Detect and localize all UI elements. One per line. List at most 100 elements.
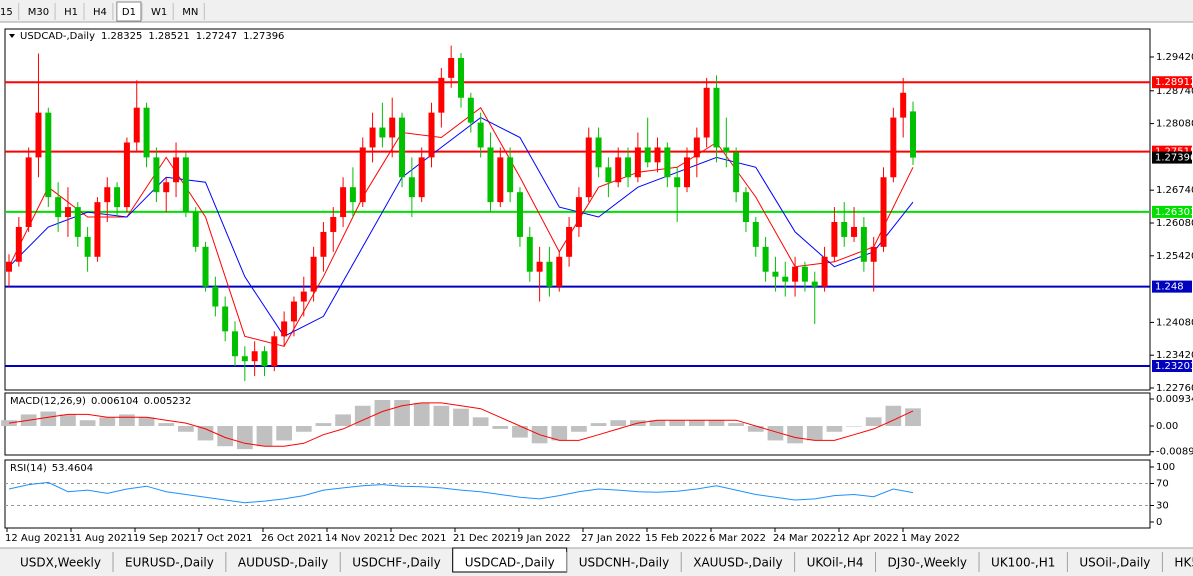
candle-body bbox=[438, 77, 445, 113]
symbol-tab[interactable]: DJ30-,Weekly bbox=[888, 556, 968, 570]
timeframe-button[interactable]: 15 bbox=[0, 7, 13, 18]
symbol-tab[interactable]: USDCHF-,Daily bbox=[352, 556, 440, 570]
level-label: 1.23203 bbox=[1155, 361, 1193, 372]
candle-body bbox=[123, 142, 130, 208]
symbol-tab[interactable]: EURUSD-,Daily bbox=[125, 556, 214, 570]
timeframe-button[interactable]: M30 bbox=[28, 7, 49, 18]
macd-bar bbox=[492, 425, 509, 429]
candle-body bbox=[860, 226, 867, 262]
symbol-tab[interactable]: USDCAD-,Daily bbox=[465, 556, 555, 570]
macd-bar bbox=[472, 417, 489, 426]
x-tick-label: 12 Apr 2022 bbox=[837, 533, 899, 544]
timeframe-button[interactable]: MN bbox=[182, 7, 198, 18]
macd-bar bbox=[747, 425, 764, 432]
y-tick-label: 0.009345 bbox=[1156, 394, 1193, 405]
level-label: 1.26303 bbox=[1155, 207, 1193, 218]
y-tick-label: 1.26080 bbox=[1156, 218, 1193, 229]
candle-body bbox=[114, 187, 121, 208]
candle-body bbox=[546, 261, 553, 287]
candle-body bbox=[762, 246, 769, 272]
timeframe-button[interactable]: W1 bbox=[151, 7, 167, 18]
tab-bar bbox=[0, 548, 1193, 576]
x-tick-label: 14 Nov 2021 bbox=[325, 533, 389, 544]
macd-bar bbox=[846, 425, 862, 427]
candle-body bbox=[467, 97, 474, 123]
macd-bar bbox=[256, 425, 273, 447]
y-tick-label: 0.00 bbox=[1156, 421, 1178, 432]
candle-body bbox=[605, 167, 612, 183]
candle-body bbox=[6, 261, 12, 272]
candle-body bbox=[94, 202, 101, 257]
candle-body bbox=[644, 147, 651, 163]
x-tick-label: 9 Jan 2022 bbox=[517, 533, 571, 544]
candle-body bbox=[703, 87, 710, 138]
timeframe-button[interactable]: D1 bbox=[122, 7, 136, 18]
x-tick-label: 24 Mar 2022 bbox=[773, 533, 836, 544]
candle-body bbox=[910, 111, 916, 158]
candle-body bbox=[212, 286, 219, 307]
candle-body bbox=[15, 226, 22, 262]
symbol-tab[interactable]: AUDUSD-,Daily bbox=[238, 556, 328, 570]
macd-bar bbox=[885, 405, 902, 426]
macd-bar bbox=[728, 423, 744, 426]
candle-body bbox=[664, 147, 671, 178]
macd-bar bbox=[708, 420, 725, 426]
y-tick-label: 30 bbox=[1156, 500, 1169, 511]
macd-bar bbox=[787, 425, 803, 444]
level-label: 1.28912 bbox=[1155, 77, 1193, 88]
candle-body bbox=[536, 261, 543, 272]
candle-body bbox=[251, 351, 258, 362]
symbol-tab[interactable]: XAUUSD-,Daily bbox=[693, 556, 782, 570]
candle-body bbox=[261, 351, 268, 367]
candle-body bbox=[330, 217, 337, 232]
candle-body bbox=[723, 147, 730, 153]
macd-value: 0.006104 bbox=[91, 396, 139, 407]
candle-body bbox=[428, 112, 435, 158]
y-tick-label: 1.23420 bbox=[1156, 350, 1193, 361]
candle-body bbox=[575, 197, 582, 227]
symbol-tab[interactable]: UKOil-,H4 bbox=[807, 556, 864, 570]
candle-body bbox=[320, 231, 327, 257]
symbol-tab[interactable]: USDCNH-,Daily bbox=[579, 556, 670, 570]
x-tick-label: 27 Jan 2022 bbox=[581, 533, 641, 544]
macd-bar bbox=[512, 425, 528, 438]
macd-bar bbox=[335, 414, 351, 426]
candle-body bbox=[271, 336, 278, 367]
candle-body bbox=[300, 291, 307, 302]
candle-body bbox=[674, 177, 681, 188]
timeframe-button[interactable]: H1 bbox=[64, 7, 78, 18]
candle-body bbox=[654, 147, 661, 163]
macd-bar bbox=[767, 425, 784, 441]
candle-body bbox=[516, 192, 523, 237]
candle-body bbox=[408, 177, 415, 198]
candle-body bbox=[173, 157, 180, 183]
candle-body bbox=[192, 212, 199, 247]
rsi-line bbox=[8, 481, 914, 504]
symbol-tab[interactable]: UK100-,H1 bbox=[991, 556, 1055, 570]
candle-body bbox=[202, 246, 209, 287]
panel-frame bbox=[4, 459, 1151, 529]
macd-bar bbox=[688, 420, 705, 426]
y-tick-label: 1.25420 bbox=[1156, 251, 1193, 262]
timeframe-button[interactable]: H4 bbox=[93, 7, 107, 18]
symbol-tab[interactable]: USDX,Weekly bbox=[20, 556, 101, 570]
level-label: 1.248 bbox=[1155, 282, 1184, 293]
x-tick-label: 6 Mar 2022 bbox=[709, 533, 766, 544]
toolbar bbox=[0, 0, 1193, 22]
y-tick-label: 1.24080 bbox=[1156, 317, 1193, 328]
moving-average bbox=[8, 106, 914, 347]
symbol-tab[interactable]: USOil-,Daily bbox=[1079, 556, 1150, 570]
candle-body bbox=[25, 157, 32, 227]
x-tick-label: 15 Feb 2022 bbox=[645, 533, 707, 544]
macd-bar bbox=[453, 408, 469, 426]
macd-signal bbox=[8, 402, 914, 447]
candle-body bbox=[84, 236, 91, 257]
macd-bar bbox=[826, 425, 843, 432]
macd-bar bbox=[178, 425, 194, 432]
candle-body bbox=[458, 57, 464, 98]
x-tick-label: 7 Oct 2021 bbox=[197, 533, 252, 544]
symbol-tab[interactable]: HK50- bbox=[1174, 556, 1193, 570]
macd-bar bbox=[865, 417, 882, 426]
y-tick-label: 1.28740 bbox=[1156, 86, 1193, 97]
